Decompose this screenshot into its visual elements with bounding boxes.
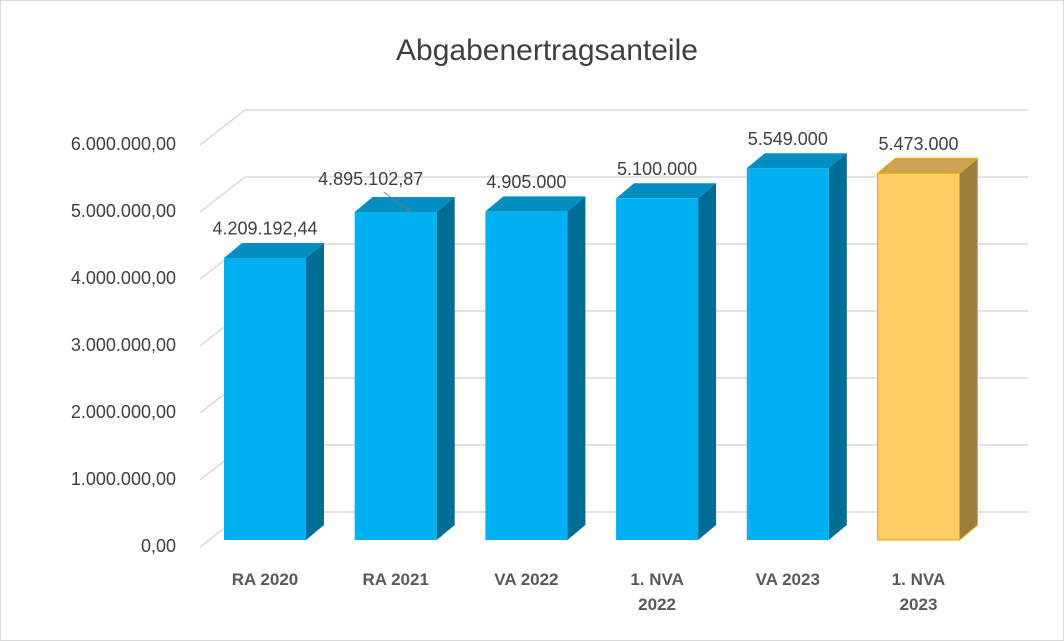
x-tick-label: VA 2022	[494, 570, 559, 589]
bar-top	[876, 157, 979, 174]
y-tick-label: 5.000.000,00	[71, 201, 176, 221]
bar-side	[436, 197, 455, 540]
y-tick-label: 6.000.000,00	[71, 134, 176, 154]
bar-top	[616, 183, 717, 199]
chart-title: Abgabenertragsanteile	[396, 34, 698, 67]
bar-top	[485, 196, 586, 212]
value-label: 4.905.000	[486, 172, 566, 192]
bar	[616, 198, 699, 541]
bar-top	[354, 197, 455, 213]
value-label: 5.100.000	[617, 159, 697, 179]
bar	[746, 168, 829, 541]
x-tick-label: VA 2023	[755, 570, 820, 589]
value-label: 5.473.000	[878, 134, 958, 154]
bar	[224, 257, 306, 540]
y-tick-label: 3.000.000,00	[71, 335, 176, 355]
bar-side	[698, 183, 717, 541]
y-tick-label: 4.000.000,00	[71, 268, 176, 288]
grid-line	[199, 109, 246, 146]
y-tick-label: 2.000.000,00	[71, 402, 176, 422]
value-label: 4.895.102,87	[318, 169, 423, 189]
grid-line	[199, 176, 246, 213]
bar	[485, 211, 568, 541]
bar-side	[306, 242, 324, 540]
bar-top	[224, 242, 324, 258]
x-tick-label: 1. NVA 2023	[891, 570, 946, 614]
bar-top	[746, 153, 847, 169]
bar	[877, 172, 960, 541]
y-tick-label: 1.000.000,00	[71, 469, 176, 489]
y-tick-label: 0,00	[141, 536, 176, 556]
x-tick-label: 1. NVA 2022	[630, 570, 684, 614]
leader-line	[383, 191, 411, 213]
bar-side	[828, 153, 847, 541]
x-tick-label: RA 2021	[362, 570, 429, 589]
bar-side	[567, 196, 586, 541]
value-label: 4.209.192,44	[212, 219, 317, 239]
bar	[354, 212, 437, 540]
bar-side	[959, 157, 978, 542]
x-tick-label: RA 2020	[231, 570, 299, 589]
value-label: 5.549.000	[748, 129, 828, 149]
